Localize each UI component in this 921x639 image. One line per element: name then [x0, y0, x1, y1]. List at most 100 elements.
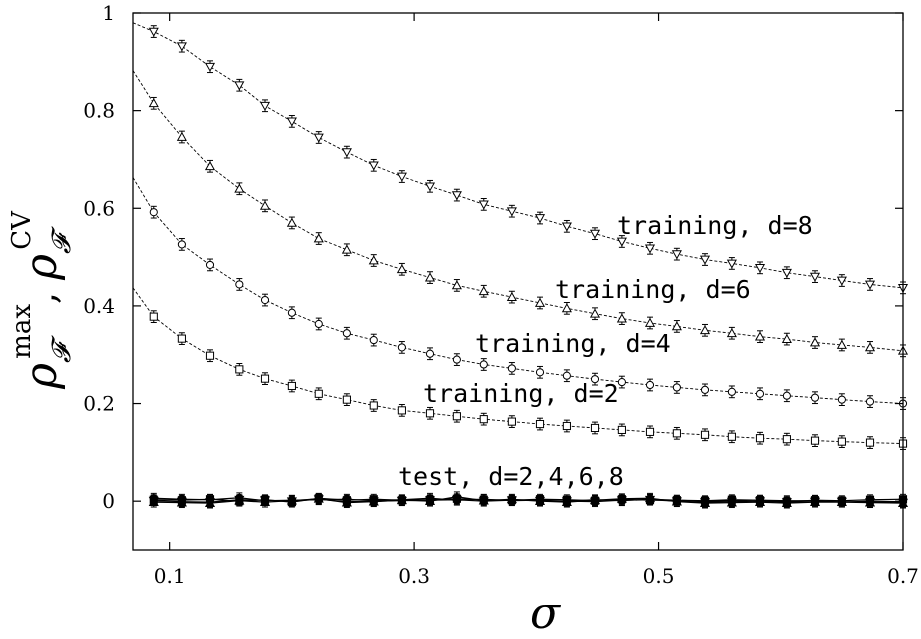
series-line: [132, 22, 904, 289]
data-point: [424, 272, 436, 282]
series-2: [132, 70, 909, 358]
data-point: [671, 497, 682, 507]
data-point: [726, 328, 737, 338]
data-point: [148, 98, 159, 108]
data-point: [561, 497, 572, 507]
data-point: [754, 497, 766, 507]
data-point: [562, 371, 571, 380]
data-point: [645, 427, 655, 436]
data-point: [396, 172, 407, 182]
data-point: [781, 268, 792, 278]
data-point: [176, 131, 187, 141]
series-1: [132, 22, 909, 295]
annotations: training, d=8 training, d=6 training, d=4 t…: [398, 211, 813, 491]
data-point: [589, 308, 601, 318]
data-point: [397, 406, 406, 415]
data-point: [781, 333, 792, 343]
data-point: [864, 280, 876, 290]
data-point: [616, 496, 627, 506]
y-axis-label: ρ𝓕max, ρ𝓕CV: [7, 210, 77, 390]
data-point: [260, 374, 270, 383]
data-point: [727, 387, 736, 396]
data-point: [534, 214, 546, 224]
data-point: [836, 276, 847, 286]
data-point: [149, 208, 158, 217]
data-point: [809, 497, 821, 507]
data-point: [700, 385, 710, 394]
data-point: [809, 272, 821, 282]
annotation-label: training, d=4: [475, 329, 671, 358]
x-tick-label: 0.5: [643, 564, 675, 588]
data-point: [506, 291, 517, 301]
data-point: [478, 200, 489, 210]
data-point: [235, 365, 244, 374]
data-point: [260, 295, 270, 305]
data-point: [754, 331, 766, 341]
data-point: [506, 496, 517, 506]
data-point: [616, 313, 627, 323]
data-point: [645, 380, 655, 390]
data-point: [451, 495, 462, 505]
y-tick-label: 1: [102, 1, 115, 25]
data-point: [590, 375, 600, 384]
data-point: [204, 161, 216, 171]
data-point: [451, 191, 462, 201]
annotation-label: training, d=2: [423, 379, 619, 408]
data-point: [313, 133, 324, 143]
data-point: [699, 255, 711, 265]
data-point: [259, 101, 271, 111]
x-tick-label: 0.1: [154, 564, 186, 588]
data-point: [865, 438, 875, 447]
data-point: [234, 495, 245, 505]
data-point: [672, 429, 681, 438]
x-tick-label: 0.3: [398, 564, 430, 588]
data-point: [534, 297, 546, 307]
data-point: [836, 339, 847, 349]
data-point: [534, 496, 546, 506]
data-point: [644, 495, 656, 505]
data-point: [369, 336, 378, 345]
data-point: [726, 497, 737, 507]
data-point: [451, 280, 462, 290]
data-point: [507, 364, 516, 373]
data-point: [699, 325, 711, 335]
data-point: [286, 497, 297, 507]
data-point: [368, 255, 379, 265]
data-point: [313, 233, 324, 243]
plot-frame: [132, 12, 904, 551]
plot-marks: [132, 22, 909, 509]
data-point: [234, 183, 245, 193]
data-point: [726, 259, 737, 269]
data-point: [205, 351, 215, 360]
data-point: [149, 312, 158, 321]
annotation-label: test, d=2,4,6,8: [398, 462, 624, 491]
data-point: [479, 415, 488, 424]
data-point: [205, 260, 215, 269]
x-axis-label: σ: [530, 588, 562, 639]
annotation-label: training, d=8: [617, 211, 813, 240]
data-point: [234, 81, 245, 91]
data-point: [699, 498, 711, 508]
series-line: [153, 498, 904, 504]
series-line: [132, 287, 904, 445]
data-point: [424, 496, 436, 506]
data-point: [478, 497, 489, 507]
data-point: [562, 421, 571, 431]
data-point: [809, 337, 821, 347]
series-4: [132, 287, 908, 450]
data-point: [561, 303, 572, 313]
data-point: [425, 409, 435, 418]
data-point: [837, 395, 846, 404]
data-point: [286, 217, 297, 227]
data-point: [782, 391, 791, 400]
data-point: [313, 495, 324, 505]
data-point: [424, 182, 436, 192]
y-tick-label: 0.6: [83, 196, 115, 220]
data-point: [259, 496, 271, 506]
data-point: [755, 389, 765, 398]
data-point: [506, 207, 517, 217]
data-point: [589, 229, 601, 239]
data-point: [342, 329, 351, 338]
y-tick-label: 0.8: [83, 99, 115, 123]
y-tick-label: 0.4: [83, 294, 115, 318]
